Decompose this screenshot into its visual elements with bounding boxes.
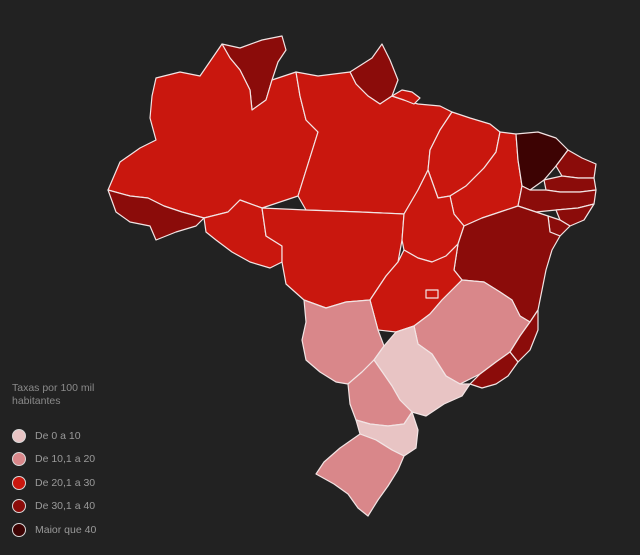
state-rio-grande-do-sul[interactable] (315, 433, 405, 517)
legend-label: Maior que 40 (35, 523, 97, 536)
legend-item-0: De 0 a 10 (12, 424, 152, 448)
legend: Taxas por 100 mil habitantes De 0 a 10 D… (12, 382, 152, 542)
legend-title-line-2: habitantes (12, 395, 61, 407)
legend-swatch (12, 428, 26, 443)
state-ceara[interactable] (515, 131, 569, 191)
state-acre[interactable] (107, 189, 205, 241)
state-rio-de-janeiro[interactable] (469, 351, 519, 389)
legend-label: De 30,1 a 40 (35, 500, 96, 513)
legend-swatch (12, 499, 26, 514)
legend-label: De 10,1 a 20 (35, 453, 96, 466)
state-para-islands (391, 89, 421, 105)
legend-label: De 20,1 a 30 (35, 476, 96, 489)
legend-item-2: De 20,1 a 30 (12, 471, 152, 495)
state-distrito-federal[interactable] (425, 289, 439, 299)
legend-swatch (12, 475, 26, 490)
legend-item-3: De 30,1 a 40 (12, 495, 152, 519)
state-amazonas[interactable] (107, 43, 319, 219)
state-paraiba[interactable] (543, 175, 597, 193)
legend-swatch (12, 452, 26, 467)
legend-label: De 0 a 10 (35, 429, 81, 442)
legend-item-4: Maior que 40 (12, 518, 152, 542)
legend-title-line-1: Taxas por 100 mil (12, 382, 95, 394)
legend-title: Taxas por 100 mil habitantes (12, 382, 152, 408)
legend-swatch (12, 522, 26, 537)
legend-item-1: De 10,1 a 20 (12, 448, 152, 472)
